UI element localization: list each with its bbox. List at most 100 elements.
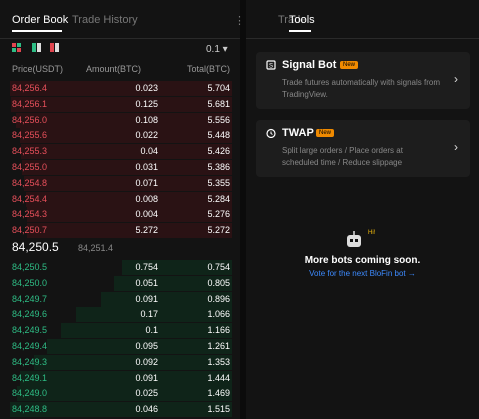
card-desc: Split large orders / Place orders at sch… — [282, 146, 403, 167]
amount: 5.272 — [135, 225, 158, 236]
amount: 0.091 — [135, 293, 158, 304]
price: 84,250.7 — [12, 225, 48, 236]
total: 0.805 — [207, 277, 230, 288]
total: 1.261 — [207, 341, 230, 351]
total: 1.444 — [207, 372, 230, 383]
amount: 0.091 — [135, 372, 158, 383]
svg-text:S: S — [269, 64, 273, 70]
depth-bar — [26, 207, 232, 223]
amount: 0.023 — [135, 83, 158, 93]
price: 84,254.8 — [12, 177, 48, 188]
amount: 0.095 — [135, 341, 158, 351]
amount: 0.071 — [135, 177, 158, 188]
amount: 0.1 — [145, 325, 158, 336]
total: 5.448 — [207, 130, 230, 141]
depth-bar — [26, 191, 232, 207]
mid-price: 84,250.5 — [12, 240, 59, 254]
price: 84,249.1 — [12, 372, 48, 383]
header-price: Price(USDT) — [12, 64, 63, 74]
depth-bar — [22, 160, 232, 175]
bot-greeting: Hi! — [368, 230, 376, 236]
total: 1.066 — [207, 309, 230, 320]
depth-bar — [10, 402, 232, 418]
card-desc: Trade futures automatically with signals… — [282, 78, 440, 99]
total: 1.515 — [207, 404, 230, 415]
amount: 0.754 — [135, 262, 158, 272]
amount: 0.008 — [135, 193, 158, 204]
depth-bar — [121, 260, 232, 275]
amount: 0.004 — [135, 209, 158, 220]
icon: S — [266, 60, 276, 70]
total: 5.272 — [207, 225, 230, 236]
total: 5.704 — [207, 83, 230, 93]
total: 5.284 — [207, 193, 230, 204]
price: 84,249.0 — [12, 388, 48, 399]
link-text: Vote for the next BloFin bot — [309, 269, 406, 278]
empty-title: More bots coming soon. — [304, 255, 421, 266]
tab-tools[interactable]: Tools — [289, 14, 315, 26]
depth-bar — [114, 275, 232, 291]
depth-bar — [61, 323, 232, 339]
depth-bar — [20, 144, 232, 160]
price: 84,250.5 — [12, 262, 48, 272]
price: 84,256.0 — [12, 114, 48, 125]
amount: 0.022 — [135, 130, 158, 141]
icon — [266, 128, 276, 138]
tab-order-book[interactable]: Order Book — [12, 14, 69, 26]
mark-price: 84,251.4 — [78, 243, 114, 253]
tab-trade[interactable]: Trade — [278, 14, 307, 26]
depth-bar — [10, 96, 232, 112]
tab-underline — [289, 30, 311, 32]
depth-bar — [10, 81, 232, 96]
tab-underline — [12, 30, 62, 32]
price: 84,249.7 — [12, 293, 48, 304]
badge: New — [316, 129, 335, 137]
total: 0.896 — [207, 293, 230, 304]
total: 5.426 — [207, 146, 230, 157]
card-title: TWAP — [282, 127, 314, 139]
menu-icon[interactable]: ⋮ — [234, 15, 245, 27]
vote-link[interactable]: Vote for the next BloFin bot → — [309, 269, 416, 278]
bot-icon — [347, 231, 361, 247]
amount: 0.125 — [135, 98, 158, 109]
total: 5.355 — [207, 177, 230, 188]
depth-bar — [20, 370, 232, 386]
chevron: › — [454, 140, 458, 154]
view-toggles[interactable] — [12, 43, 62, 55]
amount: 0.025 — [135, 388, 158, 399]
amount: 0.04 — [140, 146, 158, 157]
depth-bar — [15, 112, 232, 128]
price: 84,249.5 — [12, 325, 48, 336]
depth-bar — [75, 307, 232, 323]
depth-bar — [100, 291, 232, 307]
depth-bar — [26, 223, 232, 239]
total: 1.166 — [207, 325, 230, 336]
total: 5.556 — [207, 114, 230, 125]
divider — [246, 38, 479, 39]
depth-bar — [19, 128, 232, 144]
amount: 0.17 — [140, 309, 158, 320]
amount: 0.046 — [135, 404, 158, 415]
price: 84,255.3 — [12, 146, 48, 157]
total: 5.386 — [207, 162, 230, 172]
depth-bar — [33, 354, 232, 370]
signal-bot-card[interactable]: S Signal Bot New Trade futures automatic… — [256, 52, 470, 109]
amount: 0.031 — [135, 162, 158, 172]
depth-bar — [23, 175, 232, 191]
amount: 0.051 — [135, 277, 158, 288]
price: 84,249.3 — [12, 356, 48, 367]
price: 84,249.4 — [12, 341, 48, 351]
price: 84,250.0 — [12, 277, 48, 288]
header-total: Total(BTC) — [186, 64, 230, 74]
chevron: › — [454, 72, 458, 86]
twap-card[interactable]: TWAP New Split large orders / Place orde… — [256, 120, 470, 177]
price: 84,255.0 — [12, 162, 48, 172]
card-title: Signal Bot — [282, 59, 337, 71]
tab-trade-history[interactable]: Trade History — [72, 14, 138, 26]
amount: 0.108 — [135, 114, 158, 125]
precision-select[interactable]: 0.1 ▾ — [206, 44, 228, 55]
badge: New — [340, 61, 359, 69]
divider — [0, 38, 240, 39]
price: 84,255.6 — [12, 130, 48, 141]
total: 0.754 — [207, 262, 230, 272]
